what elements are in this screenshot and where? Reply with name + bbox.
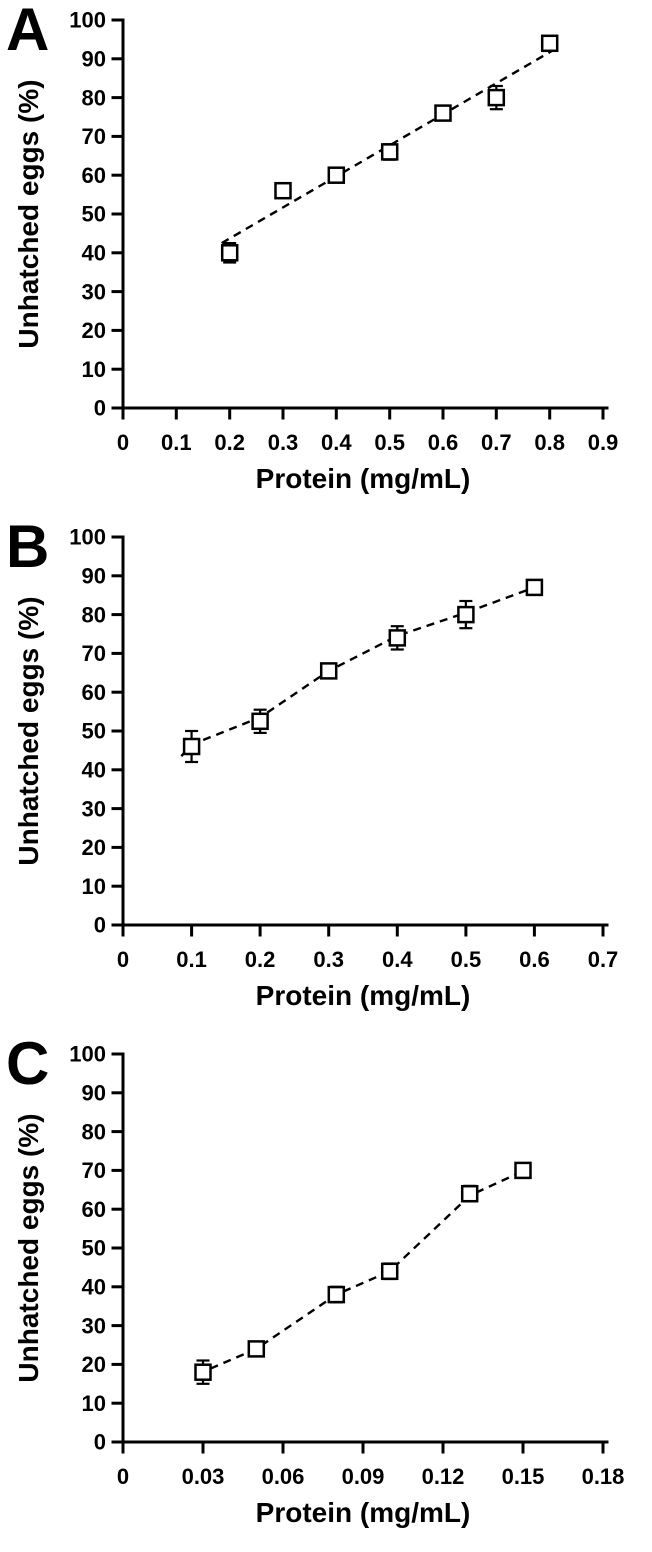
- panel-a: A 0 10 20 30 40 50 60 70 80 90 100 0 0.1 0.2 0.3 0.4 0.5…: [0, 0, 652, 517]
- data-point-marker: [525, 578, 544, 597]
- data-point-marker: [327, 1285, 346, 1304]
- x-tick-label: 0.18: [582, 1464, 625, 1489]
- y-tick-label: 40: [82, 1275, 106, 1300]
- data-point-marker: [388, 629, 407, 647]
- data-point-marker: [251, 712, 269, 731]
- x-tick-label: 0.6: [428, 430, 459, 455]
- x-tick-label: 0: [117, 430, 129, 455]
- x-tick-label: 0.1: [161, 430, 192, 455]
- data-point-marker: [380, 1262, 399, 1281]
- x-tick-label: 0.9: [588, 430, 619, 455]
- y-tick-label: 80: [82, 1119, 106, 1144]
- panel-b-letter: B: [6, 513, 50, 580]
- chart-panel-a: 0 10 20 30 40 50 60 70 80 90 100 0 0.1 0.2 0.3 0.4 0.5 0.…: [13, 8, 619, 494]
- x-tick-label: 0.8: [534, 430, 565, 455]
- panel-b: B 0 10 20 30 40 50 60 70 80 90 100 0 0.1 0.2 0.3 0.4 0.5…: [0, 517, 652, 1034]
- y-tick-label: 70: [82, 124, 106, 149]
- x-tick-label: 0.03: [182, 1464, 225, 1489]
- data-point-marker: [274, 181, 292, 200]
- y-tick-label: 20: [82, 835, 106, 860]
- y-tick-label: 50: [82, 719, 106, 744]
- trend-line: [197, 1171, 521, 1376]
- data-point-marker: [460, 1184, 479, 1203]
- y-tick-label: 0: [94, 913, 106, 938]
- y-tick-label: 100: [69, 1042, 106, 1067]
- data-point-marker: [220, 244, 239, 262]
- y-tick-label: 0: [94, 396, 106, 421]
- data-point-marker: [540, 34, 559, 53]
- y-tick-label: 10: [82, 874, 106, 899]
- chart-panel-c: 0 10 20 30 40 50 60 70 80 90 100 0 0.03 0.06 0.09 0.12 0…: [13, 1042, 625, 1528]
- panel-a-letter: A: [6, 0, 50, 63]
- x-tick-label: 0.2: [245, 947, 276, 972]
- x-tick-label: 0.4: [382, 947, 413, 972]
- y-tick-label: 40: [82, 758, 106, 783]
- data-point-marker: [194, 1363, 212, 1381]
- x-tick-label: 0.7: [481, 430, 512, 455]
- x-tick-label: 0.5: [374, 430, 405, 455]
- y-tick-label: 50: [82, 202, 106, 227]
- x-tick-label: 0.3: [268, 430, 299, 455]
- data-point-marker: [434, 104, 452, 122]
- panel-c: C 0 10 20 30 40 50 60 70 80 90 100 0 0.03 0.06 0.09 0.1…: [0, 1034, 652, 1551]
- data-point-marker: [182, 737, 201, 756]
- x-tick-label: 0: [117, 947, 129, 972]
- x-tick-label: 0.1: [176, 947, 207, 972]
- x-axis-title: Protein (mg/mL): [256, 1497, 471, 1528]
- x-tick-label: 0.3: [313, 947, 344, 972]
- panel-c-letter: C: [6, 1030, 50, 1097]
- x-tick-label: 0.2: [214, 430, 245, 455]
- y-tick-label: 100: [69, 525, 106, 550]
- y-tick-label: 10: [82, 357, 106, 382]
- y-tick-label: 100: [69, 8, 106, 33]
- data-point-marker: [487, 88, 506, 107]
- x-tick-label: 0.09: [342, 1464, 385, 1489]
- y-tick-label: 30: [82, 279, 106, 304]
- trend-line: [180, 586, 535, 757]
- y-tick-label: 40: [82, 241, 106, 266]
- y-tick-label: 60: [82, 163, 106, 188]
- y-tick-label: 30: [82, 796, 106, 821]
- x-tick-label: 0.15: [502, 1464, 545, 1489]
- x-tick-label: 0.12: [422, 1464, 465, 1489]
- x-axis-title: Protein (mg/mL): [256, 463, 471, 494]
- x-tick-label: 0.06: [262, 1464, 305, 1489]
- y-tick-label: 0: [94, 1430, 106, 1455]
- x-tick-label: 0.7: [588, 947, 619, 972]
- data-point-marker: [247, 1340, 266, 1358]
- data-point-marker: [380, 143, 399, 161]
- y-tick-label: 20: [82, 318, 106, 343]
- x-tick-label: 0.6: [519, 947, 550, 972]
- x-axis-title: Protein (mg/mL): [256, 980, 471, 1011]
- y-axis-title: Unhatched eggs (%): [13, 596, 44, 865]
- x-tick-label: 0: [117, 1464, 129, 1489]
- y-tick-label: 80: [82, 602, 106, 627]
- y-axis-title: Unhatched eggs (%): [13, 79, 44, 348]
- y-tick-label: 20: [82, 1352, 106, 1377]
- y-tick-label: 70: [82, 641, 106, 666]
- y-tick-label: 90: [82, 564, 106, 589]
- y-tick-label: 80: [82, 85, 106, 110]
- data-point-marker: [514, 1161, 532, 1180]
- data-point-marker: [457, 605, 475, 624]
- y-tick-label: 90: [82, 47, 106, 72]
- data-point-marker: [327, 166, 346, 184]
- y-tick-label: 90: [82, 1081, 106, 1106]
- y-tick-label: 70: [82, 1158, 106, 1183]
- y-tick-label: 30: [82, 1313, 106, 1338]
- y-tick-label: 60: [82, 680, 106, 705]
- y-tick-label: 10: [82, 1391, 106, 1416]
- chart-panel-b: 0 10 20 30 40 50 60 70 80 90 100 0 0.1 0.2 0.3 0.4 0.5 0.…: [13, 525, 619, 1011]
- y-tick-label: 50: [82, 1236, 106, 1261]
- data-point-marker: [319, 662, 338, 680]
- x-tick-label: 0.5: [451, 947, 482, 972]
- x-tick-label: 0.4: [321, 430, 352, 455]
- y-axis-title: Unhatched eggs (%): [13, 1113, 44, 1382]
- y-tick-label: 60: [82, 1197, 106, 1222]
